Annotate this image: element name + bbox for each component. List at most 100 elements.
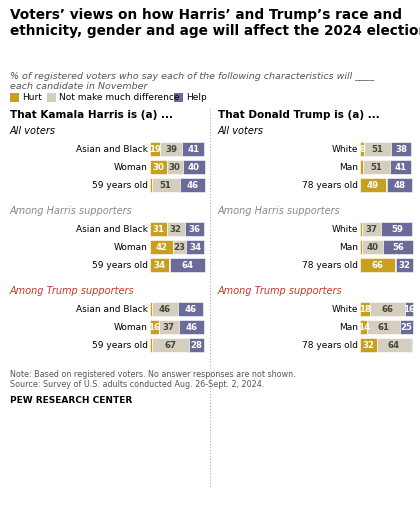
Text: 30: 30: [169, 162, 181, 171]
Text: 61: 61: [378, 322, 390, 331]
Text: Man: Man: [339, 322, 358, 331]
Text: 14: 14: [358, 322, 370, 331]
Text: Man: Man: [339, 243, 358, 252]
Text: That Donald Trump is (a) ...: That Donald Trump is (a) ...: [218, 110, 380, 120]
Bar: [370, 302, 404, 316]
Text: 64: 64: [181, 261, 194, 270]
Bar: [173, 240, 186, 254]
Bar: [362, 240, 383, 254]
Text: 34: 34: [153, 261, 165, 270]
Text: 56: 56: [392, 243, 404, 252]
Text: 16: 16: [148, 322, 160, 331]
Bar: [150, 142, 160, 156]
Text: 16: 16: [403, 304, 415, 313]
Text: Woman: Woman: [114, 243, 148, 252]
Text: 31: 31: [152, 225, 165, 234]
Bar: [381, 222, 412, 236]
Text: 51: 51: [372, 145, 384, 154]
Bar: [150, 320, 159, 334]
Bar: [178, 302, 203, 316]
Bar: [377, 338, 411, 352]
Bar: [400, 320, 413, 334]
Bar: [169, 258, 170, 272]
Bar: [411, 338, 412, 352]
Text: 51: 51: [160, 180, 172, 189]
Text: 46: 46: [159, 304, 171, 313]
Bar: [159, 320, 179, 334]
Text: 19: 19: [149, 145, 161, 154]
Text: 25: 25: [400, 322, 412, 331]
Bar: [360, 178, 386, 192]
Text: 8: 8: [359, 145, 365, 154]
Text: 59 years old: 59 years old: [92, 261, 148, 270]
Bar: [360, 320, 368, 334]
Bar: [383, 240, 413, 254]
Bar: [167, 222, 185, 236]
Text: 51: 51: [370, 162, 382, 171]
Text: All voters: All voters: [10, 126, 56, 136]
Bar: [364, 142, 391, 156]
Text: 37: 37: [365, 225, 378, 234]
Bar: [152, 178, 180, 192]
Bar: [387, 178, 412, 192]
Text: All voters: All voters: [218, 126, 264, 136]
Text: 36: 36: [189, 225, 201, 234]
Text: 42: 42: [155, 243, 168, 252]
Bar: [360, 222, 362, 236]
Bar: [170, 258, 205, 272]
Text: 37: 37: [163, 322, 175, 331]
Text: 23: 23: [173, 243, 185, 252]
Text: 78 years old: 78 years old: [302, 180, 358, 189]
Bar: [360, 258, 395, 272]
Bar: [183, 160, 205, 174]
Text: 18: 18: [359, 304, 371, 313]
Text: Among Harris supporters: Among Harris supporters: [218, 206, 341, 216]
Bar: [386, 178, 387, 192]
Text: 39: 39: [165, 145, 177, 154]
Text: 59 years old: 59 years old: [92, 180, 148, 189]
Text: White: White: [331, 145, 358, 154]
Text: PEW RESEARCH CENTER: PEW RESEARCH CENTER: [10, 396, 132, 405]
Bar: [396, 258, 413, 272]
Text: Man: Man: [339, 162, 358, 171]
Bar: [150, 160, 166, 174]
Text: 32: 32: [362, 340, 375, 350]
Text: 32: 32: [170, 225, 182, 234]
Text: 59 years old: 59 years old: [92, 340, 148, 350]
Bar: [166, 160, 183, 174]
Text: 78 years old: 78 years old: [302, 340, 358, 350]
Text: 40: 40: [188, 162, 200, 171]
Bar: [368, 320, 400, 334]
Text: Hurt: Hurt: [22, 93, 42, 102]
Bar: [179, 320, 205, 334]
Bar: [404, 302, 413, 316]
Text: Among Harris supporters: Among Harris supporters: [10, 206, 133, 216]
Text: 46: 46: [186, 180, 198, 189]
Text: 48: 48: [394, 180, 406, 189]
Bar: [160, 142, 182, 156]
Bar: [360, 142, 364, 156]
Bar: [362, 222, 381, 236]
Text: 46: 46: [184, 304, 196, 313]
Text: Woman: Woman: [114, 322, 148, 331]
Bar: [152, 338, 189, 352]
Text: 40: 40: [367, 243, 379, 252]
Bar: [395, 258, 396, 272]
Text: 66: 66: [381, 304, 393, 313]
Bar: [360, 160, 362, 174]
Text: 41: 41: [394, 162, 407, 171]
Bar: [360, 302, 370, 316]
Text: That Kamala Harris is (a) ...: That Kamala Harris is (a) ...: [10, 110, 173, 120]
Text: Asian and Black: Asian and Black: [76, 225, 148, 234]
Bar: [150, 222, 167, 236]
Text: Asian and Black: Asian and Black: [76, 304, 148, 313]
Bar: [390, 160, 412, 174]
Text: 41: 41: [187, 145, 199, 154]
Bar: [150, 302, 152, 316]
Text: Voters’ views on how Harris’ and Trump’s race and
ethnicity, gender and age will: Voters’ views on how Harris’ and Trump’s…: [10, 8, 420, 38]
Bar: [152, 302, 178, 316]
Bar: [180, 178, 205, 192]
Text: Not make much difference: Not make much difference: [59, 93, 179, 102]
Bar: [150, 178, 152, 192]
Text: 38: 38: [395, 145, 407, 154]
